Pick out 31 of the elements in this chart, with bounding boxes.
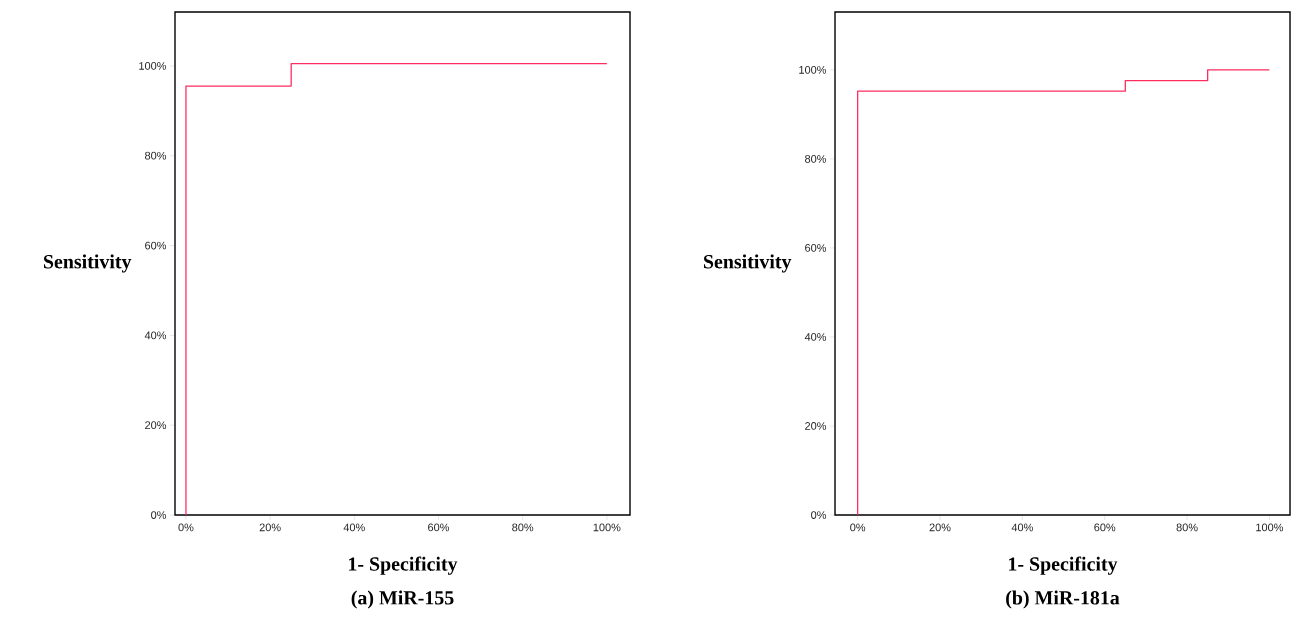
x-tick-label: 20% (929, 523, 951, 532)
y-tick-label: 0% (151, 511, 167, 519)
y-tick-label: 20% (805, 422, 827, 430)
y-tick-label: 0% (811, 511, 827, 519)
x-tick-label: 100% (593, 523, 621, 532)
x-tick-label: 40% (343, 523, 365, 532)
y-tick-label: 80% (145, 151, 167, 160)
y-axis-title: Sensitivity (703, 254, 792, 273)
text: (a) MiR-155 (351, 590, 454, 609)
y-tick-label: 20% (145, 421, 167, 430)
y-tick-label: 40% (144, 331, 167, 340)
y-axis-title: Sensitivity (43, 254, 132, 273)
x-tick-label: 80% (512, 523, 534, 532)
y-tick-label: 40% (804, 333, 827, 341)
x-axis-title: 1- Specificity (349, 556, 458, 575)
y-tick-label: 100% (139, 62, 167, 70)
y-tick-label: 100% (799, 65, 827, 74)
x-tick-label: 0% (178, 523, 194, 532)
x-tick-label: 0% (850, 523, 866, 532)
x-tick-label: 20% (259, 523, 281, 532)
x-tick-label: 40% (1011, 523, 1033, 532)
y-tick-label: 60% (145, 241, 167, 250)
line-series (857, 69, 1271, 516)
y-tick-label: 80% (805, 155, 827, 163)
x-tick-label: 60% (1094, 523, 1116, 532)
x-axis-title: 1- Specificity (1009, 556, 1118, 575)
x-tick-label: 100% (1256, 523, 1284, 532)
y-tick-label: 60% (805, 244, 827, 252)
text: (b) MiR-181a (1006, 590, 1120, 609)
x-tick-label: 80% (1176, 523, 1198, 532)
x-tick-label: 60% (428, 523, 450, 532)
